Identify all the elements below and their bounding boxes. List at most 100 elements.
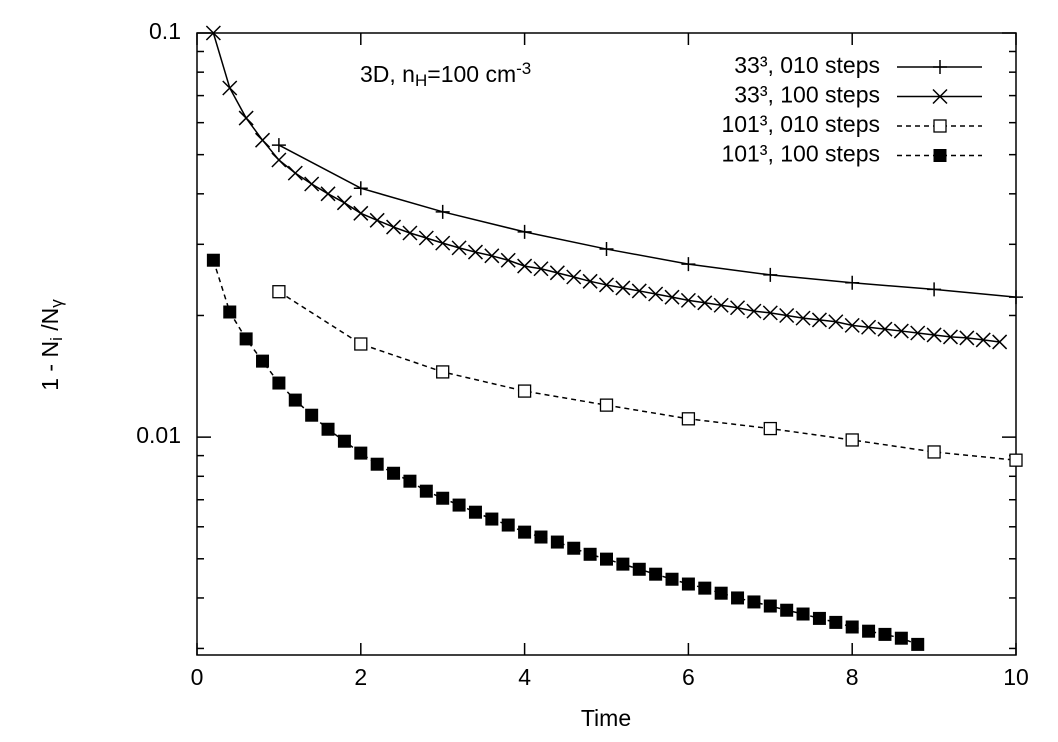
- marker: [500, 252, 516, 268]
- text-segment: 3D, n: [360, 61, 415, 87]
- marker: [272, 285, 286, 299]
- marker: [747, 595, 761, 609]
- marker: [517, 224, 532, 239]
- marker: [566, 269, 582, 285]
- marker: [386, 219, 402, 235]
- x-tick-label: 4: [518, 664, 531, 690]
- marker: [582, 273, 598, 289]
- series-line: [278, 144, 1017, 298]
- marker: [304, 176, 320, 192]
- marker: [762, 305, 778, 321]
- marker: [959, 330, 975, 346]
- marker: [549, 265, 565, 281]
- marker: [256, 354, 270, 368]
- text-segment: 1 - N: [37, 341, 63, 391]
- marker: [927, 282, 942, 297]
- marker: [468, 505, 482, 519]
- marker: [354, 446, 368, 460]
- marker: [877, 321, 893, 337]
- marker: [436, 365, 450, 379]
- marker: [337, 434, 351, 448]
- marker: [780, 603, 794, 617]
- marker: [681, 412, 696, 426]
- text-segment: γ: [47, 299, 66, 308]
- marker: [517, 258, 533, 274]
- marker: [320, 186, 336, 202]
- marker: [631, 283, 647, 299]
- y-tick-label: 0.01: [136, 422, 181, 448]
- marker: [518, 525, 532, 539]
- marker: [501, 518, 515, 532]
- marker: [975, 332, 991, 348]
- marker: [746, 303, 762, 319]
- marker: [713, 297, 729, 313]
- marker: [664, 289, 680, 305]
- marker: [910, 325, 926, 341]
- marker: [467, 244, 483, 260]
- legend-label: 33³, 010 steps: [734, 52, 880, 78]
- marker: [1009, 453, 1023, 467]
- marker: [665, 572, 679, 586]
- marker: [992, 334, 1008, 350]
- x-tick-label: 0: [191, 664, 204, 690]
- marker: [583, 547, 597, 561]
- marker: [763, 267, 778, 282]
- marker: [370, 457, 384, 471]
- legend-label: 33³, 100 steps: [734, 82, 880, 108]
- marker: [730, 300, 746, 316]
- marker: [206, 253, 220, 267]
- marker: [254, 132, 271, 148]
- marker: [599, 242, 614, 257]
- legend-marker: [933, 149, 947, 162]
- marker: [861, 319, 877, 335]
- marker: [402, 225, 418, 241]
- text-segment: i: [47, 337, 66, 341]
- marker: [533, 261, 549, 277]
- marker: [517, 384, 532, 398]
- marker: [845, 620, 859, 634]
- marker: [648, 286, 664, 302]
- marker: [435, 204, 450, 219]
- marker: [550, 535, 564, 549]
- marker: [926, 327, 942, 343]
- marker: [796, 607, 810, 621]
- marker: [763, 599, 777, 613]
- marker: [893, 323, 909, 339]
- marker: [451, 240, 467, 256]
- marker: [844, 317, 860, 333]
- marker: [272, 376, 286, 390]
- marker: [353, 205, 369, 221]
- marker: [632, 562, 646, 576]
- marker: [598, 277, 615, 293]
- marker: [452, 498, 466, 512]
- marker: [534, 530, 548, 544]
- x-axis-label: Time: [581, 705, 631, 731]
- marker: [336, 195, 352, 211]
- legend-marker: [932, 88, 948, 105]
- marker: [911, 637, 925, 651]
- marker: [403, 474, 417, 488]
- marker: [600, 552, 613, 566]
- marker: [436, 491, 450, 505]
- marker: [681, 577, 695, 591]
- marker: [894, 631, 908, 645]
- marker: [239, 332, 253, 346]
- marker: [698, 581, 712, 595]
- marker: [828, 314, 844, 330]
- marker: [271, 152, 287, 168]
- marker: [681, 257, 696, 272]
- marker: [321, 422, 335, 436]
- marker: [599, 398, 614, 412]
- y-tick-label: 0.1: [149, 18, 181, 44]
- marker: [1009, 290, 1023, 305]
- marker: [811, 312, 827, 328]
- x-tick-label: 8: [846, 664, 859, 690]
- marker: [484, 248, 500, 264]
- marker: [418, 230, 434, 246]
- marker: [205, 25, 221, 41]
- legend-marker: [933, 119, 947, 133]
- marker: [680, 292, 696, 308]
- marker: [387, 466, 401, 480]
- marker: [305, 408, 319, 422]
- marker: [354, 337, 368, 351]
